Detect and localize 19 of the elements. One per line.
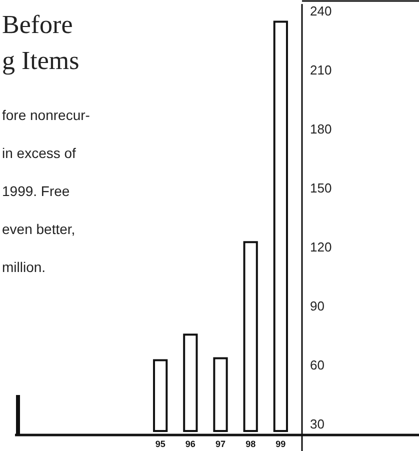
x-tick-label: 96 <box>185 439 196 449</box>
y-tick-label: 150 <box>310 180 332 196</box>
y-tick-label: 210 <box>310 62 332 78</box>
y-tick-label: 240 <box>310 3 332 18</box>
text: 1999. Free <box>2 183 70 199</box>
x-tick-label: 97 <box>215 439 226 449</box>
text: fore nonrecur- <box>2 107 90 123</box>
y-tick-label: 60 <box>310 358 324 373</box>
y-tick-label: 180 <box>310 121 332 136</box>
text: Before g Items <box>2 10 80 75</box>
x-tick-label: 95 <box>155 439 166 449</box>
text: million. <box>2 259 46 275</box>
y-tick-label: 30 <box>310 416 324 432</box>
y-tick-label: 90 <box>310 298 324 314</box>
text: even better, <box>2 221 76 237</box>
y-tick-label: 120 <box>310 239 332 254</box>
text: in excess of <box>2 145 76 161</box>
x-tick-label: 99 <box>276 439 286 449</box>
x-tick-label: 98 <box>246 439 256 449</box>
